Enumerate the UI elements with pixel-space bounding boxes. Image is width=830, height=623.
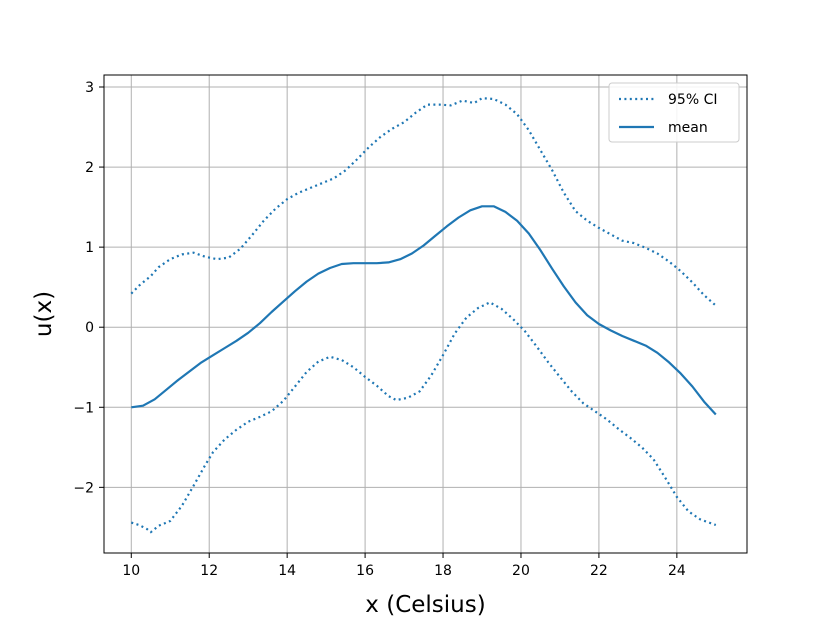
x-tick-label: 16 (356, 563, 374, 579)
x-axis-label: x (Celsius) (365, 592, 485, 618)
y-tick-label: −2 (73, 480, 94, 496)
x-tick-label: 22 (590, 563, 608, 579)
y-tick-label: 3 (85, 80, 94, 96)
legend: 95% CI mean (608, 82, 740, 143)
y-tick-label: 2 (85, 160, 94, 176)
x-tick-label: 20 (512, 563, 530, 579)
x-tick-label: 24 (668, 563, 686, 579)
x-tick-label: 12 (200, 563, 218, 579)
y-axis-label: u(x) (31, 291, 57, 337)
x-tick-label: 18 (434, 563, 452, 579)
axes-frame (103, 74, 748, 554)
plot-series (130, 97, 717, 534)
y-tick-label: −1 (73, 400, 94, 416)
x-tick-label: 10 (122, 563, 140, 579)
y-tick-label: 0 (85, 320, 94, 336)
y-tick-label: 1 (85, 240, 94, 256)
x-tick-label: 14 (278, 563, 296, 579)
legend-label: 95% CI (668, 92, 717, 108)
legend-label: mean (668, 120, 708, 136)
grid (104, 75, 747, 553)
mean-line (131, 205, 717, 416)
